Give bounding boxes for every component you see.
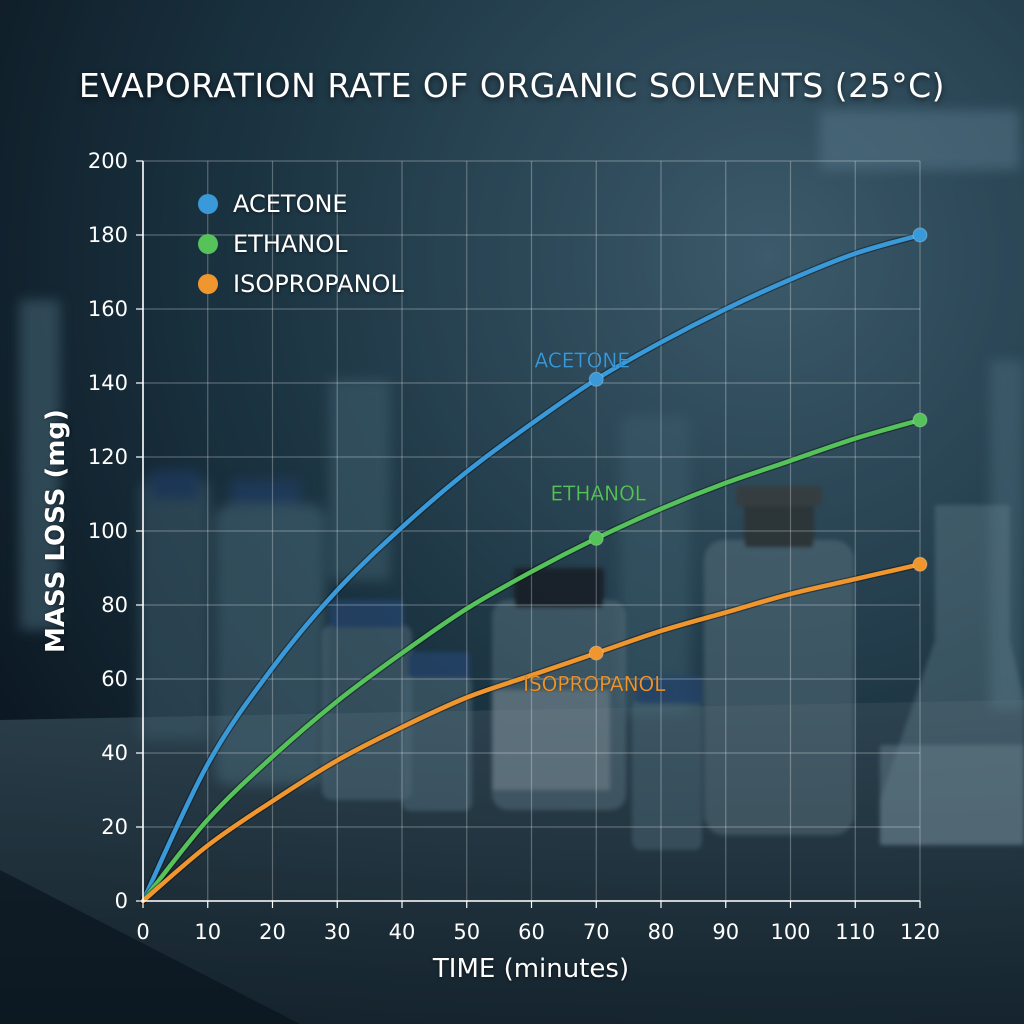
series-labels: ACETONE ETHANOL ISOPROPANOL — [523, 348, 667, 696]
y-tick-label: 80 — [101, 593, 128, 617]
x-tick-label: 20 — [259, 920, 286, 944]
series-line-acetone — [140, 232, 923, 904]
legend: ACETONE ETHANOL ISOPROPANOL — [198, 184, 404, 304]
legend-swatch-acetone — [198, 194, 218, 214]
x-tick-label: 80 — [648, 920, 675, 944]
x-tick-label: 50 — [453, 920, 480, 944]
y-tick-label: 140 — [88, 371, 128, 395]
y-tick-label: 100 — [88, 519, 128, 543]
series-label-acetone: ACETONE — [535, 348, 631, 372]
legend-label-isopropanol: ISOPROPANOL — [233, 270, 404, 298]
data-point-isopropanol — [588, 645, 604, 661]
series-line-ethanol — [140, 417, 923, 904]
series-markers — [588, 227, 928, 661]
x-tick-label: 0 — [136, 920, 149, 944]
axis-ticks: 0 10 20 30 40 50 60 70 80 90 100 110 120 0 20 40 60 80 100… — [88, 149, 940, 944]
series-label-ethanol: ETHANOL — [551, 481, 647, 505]
data-point-ethanol — [588, 530, 604, 546]
y-tick-label: 160 — [88, 297, 128, 321]
y-tick-label: 180 — [88, 223, 128, 247]
y-tick-label: 200 — [88, 149, 128, 173]
x-tick-label: 70 — [583, 920, 610, 944]
x-tick-label: 30 — [324, 920, 351, 944]
data-point-ethanol — [912, 412, 928, 428]
y-tick-label: 120 — [88, 445, 128, 469]
y-tick-label: 0 — [115, 889, 128, 913]
x-tick-label: 100 — [770, 920, 810, 944]
y-tick-label: 60 — [101, 667, 128, 691]
y-tick-label: 40 — [101, 741, 128, 765]
data-point-acetone — [588, 371, 604, 387]
legend-label-ethanol: ETHANOL — [233, 230, 348, 258]
x-tick-label: 110 — [835, 920, 875, 944]
grid — [142, 160, 921, 902]
legend-item-ethanol: ETHANOL — [198, 224, 404, 264]
x-tick-label: 40 — [389, 920, 416, 944]
x-tick-label: 60 — [518, 920, 545, 944]
y-axis-title: MASS LOSS (mg) — [41, 409, 71, 653]
legend-swatch-isopropanol — [198, 274, 218, 294]
legend-swatch-ethanol — [198, 234, 218, 254]
legend-item-isopropanol: ISOPROPANOL — [198, 264, 404, 304]
x-axis-title: TIME (minutes) — [432, 954, 630, 984]
legend-item-acetone: ACETONE — [198, 184, 404, 224]
x-tick-label: 90 — [712, 920, 739, 944]
x-tick-label: 10 — [194, 920, 221, 944]
data-point-isopropanol — [912, 556, 928, 572]
x-tick-label: 120 — [900, 920, 940, 944]
chart-title: EVAPORATION RATE OF ORGANIC SOLVENTS (25… — [78, 66, 946, 105]
series-label-isopropanol: ISOPROPANOL — [523, 672, 666, 696]
series-lines — [139, 231, 924, 905]
data-point-acetone — [912, 227, 928, 243]
series-line-isopropanol — [140, 562, 923, 904]
legend-label-acetone: ACETONE — [233, 190, 348, 218]
y-tick-label: 20 — [101, 815, 128, 839]
